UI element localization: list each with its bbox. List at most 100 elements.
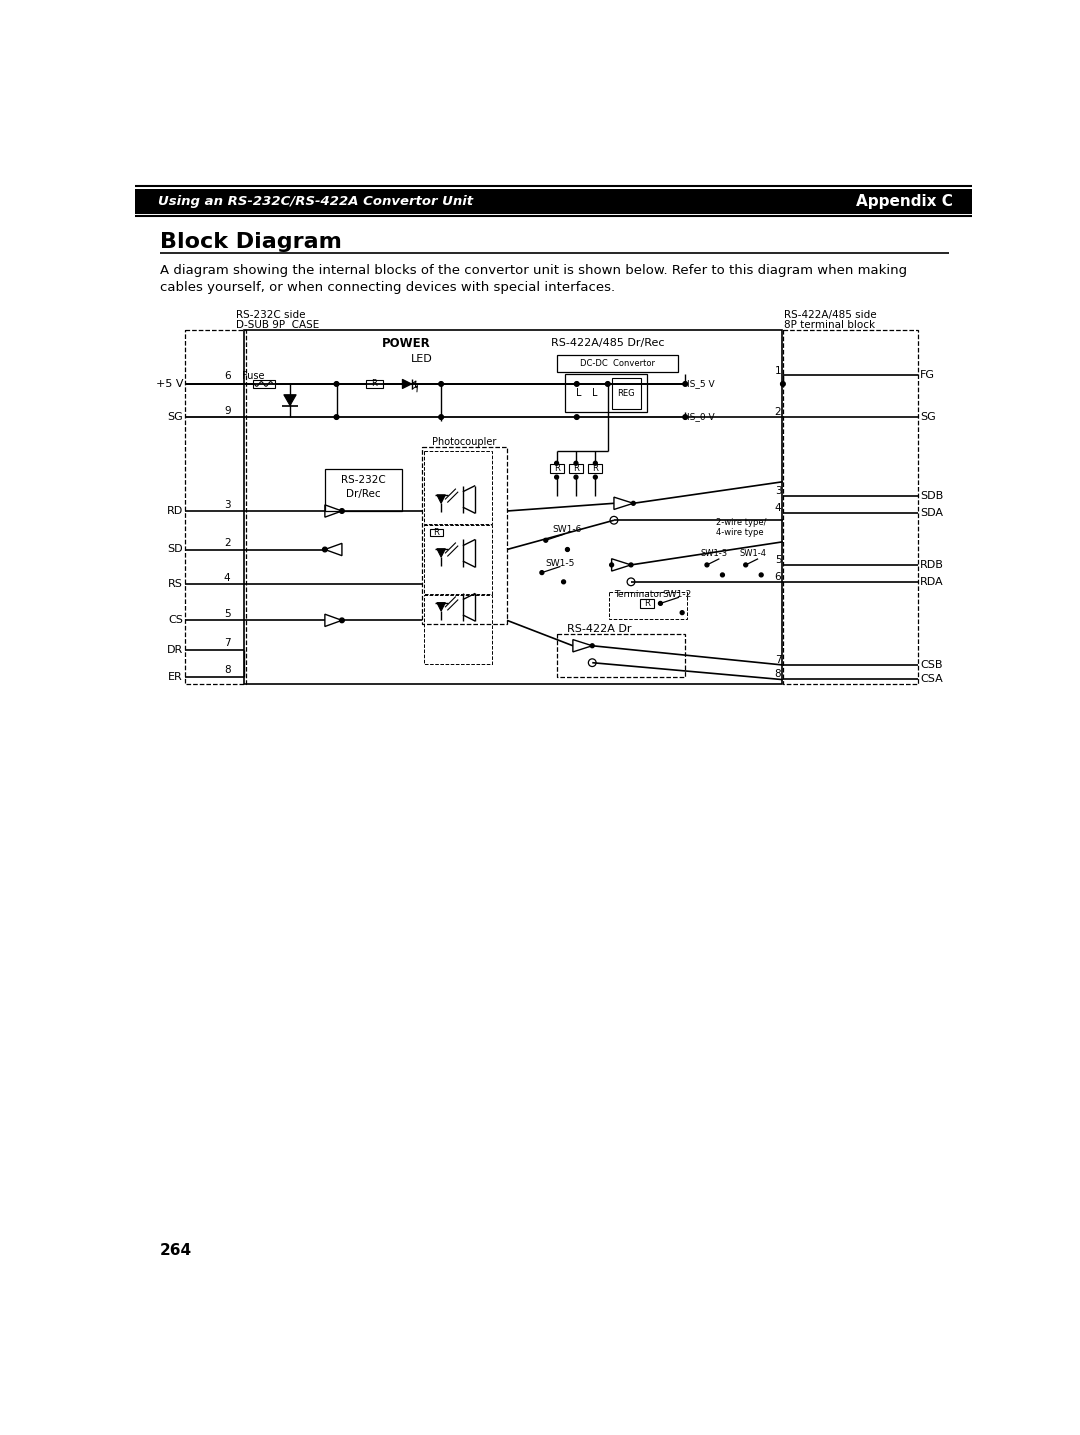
Bar	[243, 330, 782, 684]
Text: DC-DC  Convertor: DC-DC Convertor	[580, 359, 654, 367]
Text: 7: 7	[224, 639, 230, 649]
Text: SW1-5: SW1-5	[545, 558, 576, 568]
Circle shape	[759, 573, 764, 577]
Text: 3: 3	[224, 499, 230, 509]
Bar	[569, 465, 583, 474]
Text: 8: 8	[224, 666, 230, 676]
Circle shape	[555, 461, 558, 465]
Text: Terminator: Terminator	[613, 590, 662, 598]
Text: 6: 6	[774, 573, 781, 583]
Text: R: R	[593, 464, 598, 474]
Text: +5 V: +5 V	[156, 379, 183, 389]
Polygon shape	[437, 548, 445, 557]
Circle shape	[575, 461, 578, 465]
Text: 2-wire type/: 2-wire type/	[716, 518, 767, 527]
Circle shape	[566, 548, 569, 551]
Text: IS_0 V: IS_0 V	[687, 412, 715, 422]
Bar	[366, 380, 383, 387]
Text: SD: SD	[167, 544, 183, 554]
Text: POWER: POWER	[382, 337, 431, 350]
Text: REG: REG	[618, 389, 635, 397]
Circle shape	[540, 571, 544, 574]
Bar	[135, 189, 972, 214]
Text: Photocoupler: Photocoupler	[432, 436, 497, 446]
Text: SW1-2: SW1-2	[662, 590, 691, 598]
Text: RDA: RDA	[920, 577, 944, 587]
Circle shape	[705, 563, 708, 567]
Circle shape	[562, 580, 566, 584]
Text: CSA: CSA	[920, 674, 943, 684]
Circle shape	[575, 415, 579, 419]
Bar	[589, 465, 603, 474]
Circle shape	[659, 601, 662, 606]
Text: cables yourself, or when connecting devices with special interfaces.: cables yourself, or when connecting devi…	[160, 281, 615, 294]
Circle shape	[555, 475, 558, 479]
Text: D-SUB 9P  CASE: D-SUB 9P CASE	[235, 320, 319, 330]
Text: RDB: RDB	[920, 560, 944, 570]
Text: 4-wire type: 4-wire type	[716, 528, 764, 537]
Text: 8: 8	[774, 669, 781, 679]
Text: CS: CS	[168, 616, 183, 626]
Text: 3: 3	[774, 486, 781, 497]
Bar	[253, 380, 274, 387]
Text: 264: 264	[160, 1243, 192, 1257]
Circle shape	[334, 415, 339, 419]
Circle shape	[575, 382, 579, 386]
Text: R: R	[645, 598, 650, 608]
Circle shape	[610, 563, 613, 567]
Bar	[640, 600, 654, 607]
Text: L: L	[592, 389, 597, 397]
Bar	[424, 525, 492, 594]
Bar	[783, 330, 918, 684]
Text: DR: DR	[166, 644, 183, 654]
Text: 7: 7	[774, 656, 781, 666]
Text: LED: LED	[410, 353, 433, 363]
Circle shape	[632, 501, 635, 505]
Bar	[557, 354, 677, 372]
Circle shape	[438, 415, 444, 419]
Text: 2: 2	[224, 538, 230, 548]
Text: RD: RD	[166, 507, 183, 517]
Circle shape	[544, 538, 548, 542]
Bar	[550, 465, 564, 474]
Text: RS-232C side: RS-232C side	[235, 310, 306, 320]
Text: 6: 6	[224, 372, 230, 382]
Circle shape	[683, 415, 688, 419]
Text: R: R	[372, 379, 377, 389]
Circle shape	[683, 382, 688, 386]
Text: 5: 5	[774, 555, 781, 565]
Text: RS: RS	[168, 580, 183, 590]
Polygon shape	[437, 603, 445, 611]
Text: SW1-4: SW1-4	[740, 548, 767, 558]
Circle shape	[606, 382, 610, 386]
Circle shape	[591, 644, 594, 647]
Circle shape	[744, 563, 747, 567]
Text: Fuse: Fuse	[242, 372, 265, 382]
Text: R: R	[573, 464, 579, 474]
Polygon shape	[437, 495, 445, 504]
Text: 1: 1	[774, 366, 781, 376]
Bar	[609, 591, 687, 618]
Polygon shape	[403, 379, 411, 389]
Text: R: R	[554, 464, 559, 474]
Bar	[557, 634, 685, 676]
Text: SDB: SDB	[920, 491, 943, 501]
Text: SG: SG	[167, 412, 183, 422]
Text: CSB: CSB	[920, 660, 943, 670]
Circle shape	[438, 382, 444, 386]
Text: L: L	[577, 389, 582, 397]
Text: 9: 9	[224, 406, 230, 416]
Text: SG: SG	[920, 412, 936, 422]
Text: ER: ER	[168, 672, 183, 682]
Text: FG: FG	[920, 370, 935, 380]
Text: RS-422A/485 side: RS-422A/485 side	[784, 310, 877, 320]
Circle shape	[339, 618, 345, 623]
Bar	[565, 375, 647, 412]
Text: 4: 4	[774, 502, 781, 512]
Bar	[325, 469, 403, 511]
Circle shape	[339, 508, 345, 514]
Text: Appendix C: Appendix C	[855, 194, 953, 210]
Circle shape	[781, 382, 785, 386]
Text: Using an RS-232C/RS-422A Convertor Unit: Using an RS-232C/RS-422A Convertor Unit	[159, 195, 473, 208]
Bar	[186, 330, 246, 684]
